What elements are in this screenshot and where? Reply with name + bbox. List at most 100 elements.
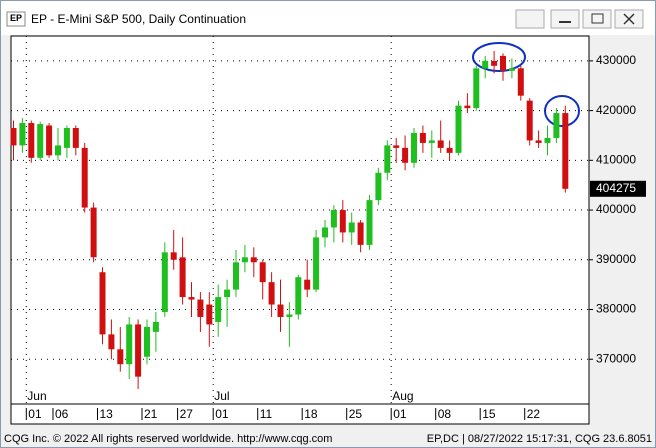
candle-body: [517, 68, 524, 96]
app-icon: [6, 11, 26, 27]
candle-body: [215, 297, 222, 322]
y-tick-label: 400000: [596, 202, 636, 216]
candle-body: [366, 200, 373, 245]
candle-body: [117, 349, 124, 365]
candle-body: [144, 326, 150, 357]
candle-body: [152, 321, 159, 332]
link-button[interactable]: [515, 9, 545, 29]
y-tick-label: 370000: [596, 351, 636, 365]
candle-body: [500, 55, 506, 71]
candle-body: [135, 324, 142, 377]
candle-body: [526, 100, 533, 141]
candle-body: [233, 262, 239, 290]
status: EP,DC | 08/27/2022 15:17:31, CQG 23.6.80…: [426, 433, 652, 445]
copyright: CQG Inc. © 2022 All rights reserved worl…: [4, 433, 333, 445]
candle-body: [322, 227, 328, 238]
candle-body: [464, 105, 471, 109]
x-tick-label: 11: [260, 407, 273, 421]
app-icon-text: EP: [10, 13, 23, 23]
candle-body: [99, 272, 106, 335]
candle-body: [402, 147, 409, 163]
candle-body: [108, 334, 115, 350]
candle-body: [188, 297, 195, 300]
candle-body: [81, 147, 88, 208]
x-tick-label: 01: [393, 407, 407, 421]
x-tick-label: 08: [438, 407, 452, 421]
candle-body: [197, 299, 204, 317]
candle-body: [384, 145, 391, 173]
x-tick-label: 27: [180, 407, 194, 421]
candle-body: [393, 145, 400, 148]
candle-body: [339, 210, 346, 233]
candle-body: [286, 314, 293, 317]
footer: CQG Inc. © 2022 All rights reserved worl…: [1, 432, 655, 447]
minimize-button[interactable]: [550, 9, 580, 29]
month-label: Aug: [392, 389, 413, 403]
x-axis-area: [10, 403, 590, 425]
y-tick-label: 380000: [596, 302, 636, 316]
y-tick-label: 430000: [596, 53, 636, 67]
candle-body: [179, 257, 186, 298]
candle-body: [482, 60, 489, 69]
candle-body: [72, 128, 79, 148]
candle-body: [491, 60, 498, 66]
candle-body: [28, 123, 35, 158]
last-price-label: 404275: [596, 181, 636, 195]
candle-body: [304, 279, 311, 290]
candle-body: [250, 257, 257, 263]
candle-body: [428, 140, 435, 143]
x-tick-label: 18: [304, 407, 318, 421]
candle-body: [224, 289, 231, 298]
candle-body: [446, 147, 453, 153]
candle-body: [63, 128, 70, 148]
candle-body: [313, 237, 320, 290]
candle-body: [259, 262, 266, 283]
candle-body: [206, 304, 213, 325]
x-tick-label: 01: [215, 407, 229, 421]
month-label: Jul: [214, 389, 229, 403]
candle-body: [508, 68, 515, 71]
maximize-glyph: [591, 13, 604, 24]
x-tick-label: 01: [28, 407, 42, 421]
y-tick-label: 410000: [596, 152, 636, 166]
candle-body: [19, 123, 26, 146]
chart: 370000 380000 390000 400000 410000 420000 4300…: [1, 35, 655, 431]
candle-body: [268, 282, 275, 305]
close-glyph: [623, 13, 635, 25]
maximize-button[interactable]: [582, 9, 612, 29]
candle-body: [37, 124, 44, 158]
candle-body: [46, 125, 53, 156]
candle-body: [348, 222, 355, 233]
x-tick-label: 22: [527, 407, 541, 421]
candle-body: [455, 105, 462, 153]
candle-body: [277, 304, 284, 317]
candle-body: [553, 113, 560, 138]
candle-body: [241, 257, 248, 263]
title-icons: [6, 9, 644, 29]
candle-body: [10, 128, 17, 146]
candle-body: [473, 68, 480, 109]
candle-body: [535, 140, 542, 143]
last-price-box: [590, 180, 646, 197]
candle-body: [90, 207, 97, 258]
candle-body: [562, 113, 569, 189]
highlight-circle: [472, 42, 526, 72]
window-title: EP - E-Mini S&P 500, Daily Continuation: [31, 12, 246, 26]
y-tick-label: 390000: [596, 252, 636, 266]
candle-body: [437, 140, 444, 148]
candle-body: [411, 132, 417, 163]
candle-body: [544, 137, 551, 143]
y-tick-label: 420000: [596, 103, 636, 117]
candle-body: [357, 222, 364, 245]
x-tick-label: 21: [144, 407, 158, 421]
month-label: Jun: [27, 389, 46, 403]
candle-body: [170, 252, 177, 260]
candle-body: [295, 277, 302, 315]
candle-body: [419, 132, 426, 143]
candle-body: [161, 252, 168, 312]
candle-body: [126, 324, 133, 365]
candle-body: [330, 210, 337, 228]
x-tick-label: 25: [349, 407, 363, 421]
x-tick-label: 06: [55, 407, 69, 421]
